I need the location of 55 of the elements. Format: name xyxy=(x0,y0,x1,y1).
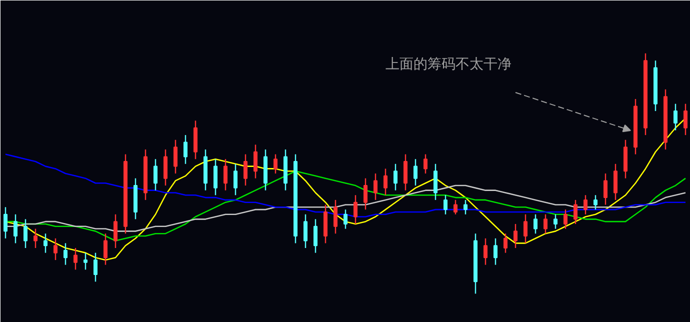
candlestick xyxy=(364,178,368,210)
candlestick xyxy=(404,154,408,191)
candlestick xyxy=(304,214,308,249)
candlestick xyxy=(234,163,238,196)
candlestick xyxy=(24,218,28,249)
candlestick xyxy=(394,163,398,191)
candlestick xyxy=(374,172,378,201)
candlestick xyxy=(314,218,318,254)
candlestick xyxy=(614,163,618,201)
candlestick xyxy=(174,139,178,174)
candlestick xyxy=(354,194,358,225)
candlestick xyxy=(514,223,518,249)
candlestick xyxy=(584,194,588,215)
candlestick xyxy=(64,242,68,266)
candlestick xyxy=(254,144,258,179)
candlestick xyxy=(524,214,528,244)
annotation: 上面的筹码不太干净 xyxy=(386,56,512,72)
candlestick xyxy=(244,154,248,186)
candlestick xyxy=(494,238,498,266)
candlestick xyxy=(44,232,48,254)
candlestick xyxy=(384,168,388,196)
candlestick xyxy=(454,199,458,215)
candlestick xyxy=(84,252,88,270)
candlestick xyxy=(534,214,538,234)
candlestick xyxy=(94,252,98,282)
candlestick xyxy=(274,154,278,174)
candlestick xyxy=(4,206,8,239)
candlestick xyxy=(74,247,78,270)
candlestick xyxy=(424,154,428,174)
candlestick xyxy=(184,134,188,165)
candlestick xyxy=(104,232,108,266)
candlestick xyxy=(574,199,578,225)
candlestick xyxy=(594,194,598,210)
candlestick xyxy=(34,228,38,249)
candlestick xyxy=(444,194,448,215)
candlestick xyxy=(554,214,558,230)
candlestick xyxy=(344,208,348,230)
candlestick xyxy=(434,163,438,201)
candlestick xyxy=(54,238,58,261)
candlestick xyxy=(674,103,678,131)
candlestick xyxy=(214,158,218,196)
candlestick xyxy=(464,199,468,215)
candlestick xyxy=(484,238,488,266)
candlestick xyxy=(164,148,168,186)
candlestick xyxy=(334,199,338,234)
candlestick xyxy=(684,103,688,136)
candlestick xyxy=(154,158,158,191)
candlestick xyxy=(414,158,418,186)
candlestick xyxy=(504,232,508,254)
candlestick xyxy=(564,208,568,230)
candlestick xyxy=(604,172,608,206)
candlestick xyxy=(224,158,228,191)
candlestick xyxy=(114,214,118,249)
candlestick xyxy=(14,214,18,244)
candlestick xyxy=(544,214,548,234)
